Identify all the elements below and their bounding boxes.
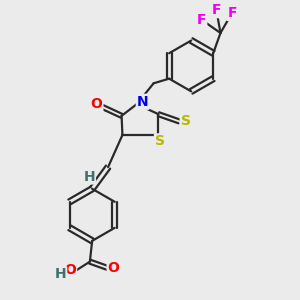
Text: F: F (197, 13, 206, 27)
Text: S: S (155, 134, 165, 148)
Text: N: N (137, 95, 148, 109)
Text: O: O (64, 263, 76, 277)
Text: O: O (91, 97, 102, 111)
Text: H: H (55, 267, 66, 281)
Text: F: F (227, 6, 237, 20)
Text: H: H (83, 169, 95, 184)
Text: S: S (181, 114, 191, 128)
Text: O: O (108, 261, 119, 275)
Text: F: F (212, 3, 221, 17)
